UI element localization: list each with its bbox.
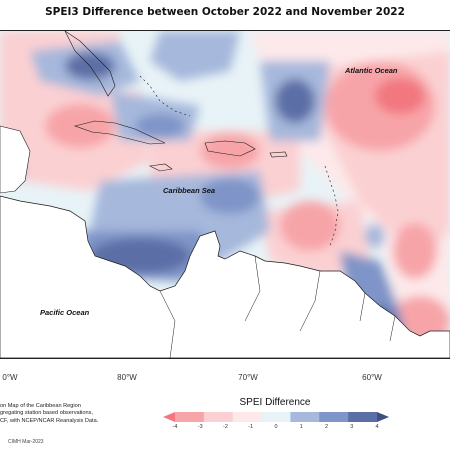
colorbar-segment: [290, 412, 320, 422]
atlantic-ocean-label: Atlantic Ocean: [345, 66, 398, 75]
bahamas-islands: [139, 75, 191, 117]
colorbar-tick-label: -2: [223, 424, 228, 430]
jamaica-island: [148, 163, 173, 172]
colorbar-tick-label: 2: [324, 424, 329, 430]
longitude-label-80w: 80°W: [117, 373, 137, 382]
florida-peninsula: [64, 31, 116, 97]
colorbar-tick-label: -3: [197, 424, 203, 430]
colorbar-segment: [261, 412, 291, 422]
land-masses: [0, 31, 450, 358]
longitude-label-70w: 70°W: [238, 373, 258, 382]
central-america-landmass: [0, 195, 450, 358]
colorbar-segment: [232, 412, 262, 422]
credit-line-1: on Map of the Caribbean Region: [0, 403, 81, 409]
country-borders: [159, 255, 396, 358]
colorbar-segment: [175, 412, 205, 422]
colorbar-tick-label: 1: [299, 424, 303, 430]
pacific-ocean-label: Pacific Ocean: [40, 308, 90, 317]
colorbar-tick-label: 0: [274, 424, 278, 430]
caribbean-sea-label: Caribbean Sea: [163, 186, 216, 195]
legend-title-text: SPEI Difference: [239, 397, 311, 408]
longitude-label-left: 0°W: [2, 373, 18, 382]
colorbar-segment: [348, 412, 378, 422]
longitude-label-60w: 60°W: [362, 373, 382, 382]
data-credit: on Map of the Caribbean Region gregating…: [0, 403, 98, 425]
colorbar-tick-label: 4: [375, 424, 379, 430]
colorbar-segment: [203, 412, 234, 422]
credit-tag: CIMH Mar-2023: [8, 439, 44, 445]
colorbar-tick-label: -1: [248, 424, 254, 430]
map-canvas: [0, 31, 450, 358]
spei-anomaly-shading: [0, 31, 450, 358]
colorbar-tick-label: 3: [350, 424, 354, 430]
puerto-rico-island: [269, 151, 288, 158]
colorbar-end-low: [163, 412, 175, 422]
colorbar-end-high: [377, 412, 389, 422]
cuba-island: [73, 120, 166, 145]
credit-line-2: gregating station based observations,: [0, 410, 93, 417]
credit-line-3: CF, with NCEP/NCAR Reanalysis Data.: [0, 417, 99, 424]
map-title: SPEI3 Difference between October 2022 an…: [45, 6, 405, 18]
colorbar-tick-label: -4: [172, 424, 178, 430]
spei-map: [0, 30, 450, 359]
yucatan-coast: [0, 125, 31, 194]
legend-title: SPEI Difference: [0, 397, 450, 408]
hispaniola-island: [204, 140, 256, 157]
colorbar-segment: [319, 412, 349, 422]
